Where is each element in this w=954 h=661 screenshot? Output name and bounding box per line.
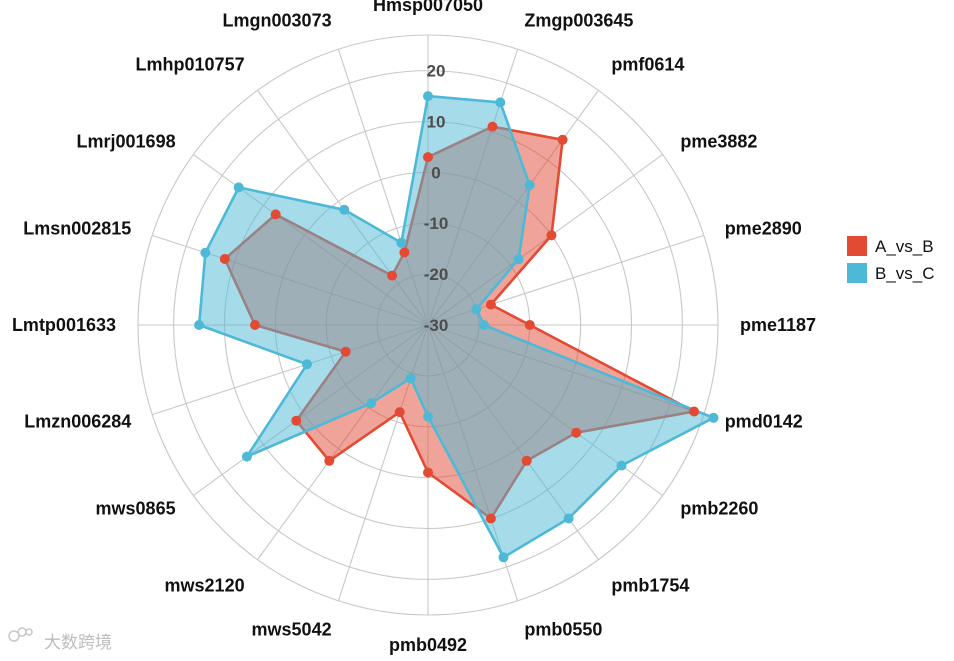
- radial-tick-labels: 20 10 0 -10 -20 -30: [424, 62, 449, 335]
- data-point-a-vs-b: [250, 320, 260, 330]
- category-label: pmf0614: [611, 55, 684, 75]
- data-point-b-vs-c: [200, 247, 211, 258]
- data-point-b-vs-c: [513, 254, 524, 265]
- category-label: Lmrj001698: [77, 132, 176, 152]
- data-point-a-vs-b: [524, 320, 535, 330]
- legend: A_vs_B B_vs_C: [847, 236, 935, 283]
- tick-label: 20: [427, 62, 446, 81]
- data-point-b-vs-c: [423, 91, 433, 102]
- tick-label: 10: [427, 112, 446, 131]
- category-label: pme1187: [740, 315, 816, 335]
- data-point-b-vs-c: [194, 320, 205, 330]
- data-point-a-vs-b: [571, 427, 582, 438]
- category-labels: Hmsp007050 Zmgp003645 pmf0614 pme3882 pme289…: [12, 0, 816, 655]
- data-point-a-vs-b: [423, 467, 433, 478]
- data-point-b-vs-c: [524, 180, 535, 191]
- data-point-b-vs-c: [396, 237, 407, 248]
- category-label: Lmgn003073: [223, 10, 332, 30]
- category-label: pmb2260: [680, 498, 758, 518]
- watermark-logo-icon: [8, 627, 33, 642]
- data-point-a-vs-b: [546, 230, 557, 241]
- data-point-b-vs-c: [339, 204, 350, 215]
- category-label: pme3882: [680, 132, 757, 152]
- category-label: Lmhp010757: [136, 55, 245, 75]
- data-point-b-vs-c: [708, 412, 719, 423]
- category-label: pmb0550: [524, 620, 602, 640]
- tick-label: -10: [424, 214, 449, 233]
- category-label: Zmgp003645: [524, 10, 633, 30]
- category-label: Hmsp007050: [373, 0, 483, 15]
- data-point-b-vs-c: [366, 398, 377, 409]
- series-layer: [194, 91, 719, 563]
- data-point-a-vs-b: [324, 455, 335, 466]
- data-point-a-vs-b: [399, 247, 410, 258]
- data-point-b-vs-c: [233, 182, 244, 193]
- category-label: mws5042: [252, 620, 332, 640]
- data-point-b-vs-c: [405, 373, 416, 384]
- data-point-b-vs-c: [616, 460, 627, 471]
- category-label: pmb1754: [611, 575, 689, 595]
- watermark-text: 大数跨境: [44, 633, 112, 653]
- legend-label: A_vs_B: [875, 237, 934, 256]
- data-point-a-vs-b: [689, 406, 700, 417]
- category-label: pmd0142: [725, 411, 803, 431]
- data-point-a-vs-b: [291, 415, 302, 426]
- watermark: 大数跨境: [8, 627, 112, 653]
- data-point-b-vs-c: [302, 359, 312, 370]
- data-point-a-vs-b: [387, 270, 398, 281]
- category-label: Lmzn006284: [24, 411, 131, 431]
- data-point-b-vs-c: [498, 552, 509, 563]
- data-point-b-vs-c: [471, 304, 482, 315]
- data-point-a-vs-b: [557, 134, 568, 145]
- category-label: Lmsn002815: [23, 219, 131, 239]
- data-point-b-vs-c: [423, 411, 433, 422]
- data-point-a-vs-b: [485, 299, 496, 310]
- legend-label: B_vs_C: [875, 264, 935, 283]
- data-point-b-vs-c: [241, 451, 252, 462]
- category-label: Lmtp001633: [12, 315, 116, 335]
- tick-label: -30: [424, 316, 449, 335]
- data-point-b-vs-c: [479, 320, 489, 330]
- data-point-a-vs-b: [340, 346, 351, 357]
- category-label: pme2890: [725, 219, 802, 239]
- tick-label: 0: [431, 163, 440, 182]
- legend-swatch: [847, 236, 867, 256]
- category-label: mws2120: [165, 575, 245, 595]
- data-point-a-vs-b: [487, 121, 498, 132]
- legend-swatch: [847, 263, 867, 283]
- data-point-b-vs-c: [495, 97, 506, 108]
- category-label: mws0865: [96, 498, 176, 518]
- data-point-a-vs-b: [219, 254, 230, 264]
- data-point-a-vs-b: [394, 407, 405, 418]
- category-label: pmb0492: [389, 635, 467, 655]
- data-point-a-vs-b: [270, 209, 281, 220]
- data-point-a-vs-b: [521, 455, 532, 466]
- tick-label: -20: [424, 265, 449, 284]
- data-point-b-vs-c: [563, 513, 574, 524]
- data-point-a-vs-b: [485, 513, 496, 524]
- data-point-a-vs-b: [423, 152, 433, 163]
